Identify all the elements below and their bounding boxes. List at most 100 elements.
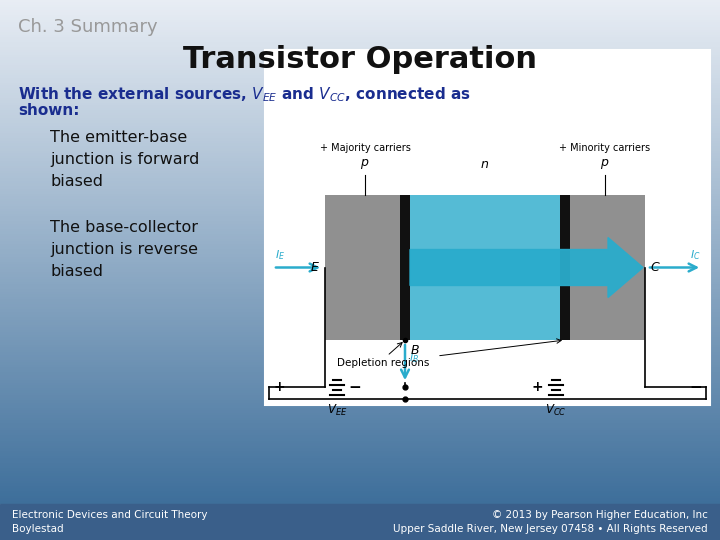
Bar — [0, 478, 720, 481]
Bar — [0, 256, 720, 260]
Bar — [0, 335, 720, 338]
Bar — [0, 342, 720, 345]
Bar — [400, 195, 410, 340]
Bar — [0, 219, 720, 222]
Bar — [0, 90, 720, 93]
Bar — [0, 327, 720, 330]
Bar — [0, 68, 720, 71]
Bar — [0, 131, 720, 133]
Bar — [0, 345, 720, 348]
Bar — [0, 166, 720, 169]
Text: $n$: $n$ — [480, 158, 490, 171]
Bar — [0, 382, 720, 386]
Bar — [0, 441, 720, 443]
Bar — [0, 136, 720, 139]
Bar — [0, 128, 720, 131]
Bar — [0, 309, 720, 313]
Bar — [0, 45, 720, 48]
Bar — [0, 450, 720, 454]
Bar — [0, 357, 720, 360]
Bar — [0, 201, 720, 204]
Bar — [0, 30, 720, 33]
Bar — [0, 224, 720, 227]
Bar — [0, 199, 720, 201]
Text: + Minority carriers: + Minority carriers — [559, 143, 651, 153]
Bar — [0, 83, 720, 86]
Bar — [0, 463, 720, 466]
Bar — [0, 25, 720, 28]
Text: $V_{EE}$: $V_{EE}$ — [327, 403, 347, 418]
Bar — [0, 188, 720, 192]
Bar — [0, 418, 720, 421]
Bar — [0, 373, 720, 375]
Text: junction is forward: junction is forward — [50, 152, 199, 167]
Text: −: − — [690, 380, 703, 395]
Bar — [0, 453, 720, 456]
Bar — [0, 292, 720, 295]
Bar — [0, 116, 720, 118]
Text: E: E — [311, 261, 319, 274]
Bar — [0, 171, 720, 174]
Polygon shape — [410, 238, 643, 298]
Bar — [0, 72, 720, 76]
Bar — [0, 12, 720, 15]
Bar — [0, 284, 720, 287]
Bar — [0, 413, 720, 416]
Text: $p$: $p$ — [600, 157, 610, 171]
Bar — [0, 496, 720, 499]
Bar — [0, 307, 720, 310]
Text: $V_{CC}$: $V_{CC}$ — [545, 403, 566, 418]
Bar — [0, 305, 720, 307]
Bar — [0, 0, 720, 3]
Bar — [0, 488, 720, 491]
Text: $I_C$: $I_C$ — [690, 248, 701, 261]
Bar — [0, 340, 720, 343]
Bar — [0, 375, 720, 378]
Text: The emitter-base: The emitter-base — [50, 130, 187, 145]
Bar — [0, 118, 720, 121]
Text: B: B — [411, 344, 420, 357]
Bar — [0, 161, 720, 164]
Bar — [0, 267, 720, 269]
Bar — [0, 22, 720, 25]
Bar — [0, 471, 720, 474]
Bar — [0, 151, 720, 154]
Bar — [0, 370, 720, 373]
Bar — [0, 297, 720, 300]
Bar — [0, 93, 720, 96]
Text: C: C — [650, 261, 659, 274]
Bar — [0, 393, 720, 396]
Bar — [0, 481, 720, 484]
Bar — [0, 302, 720, 305]
Bar — [565, 195, 645, 340]
Text: −: − — [348, 380, 361, 395]
Bar — [0, 367, 720, 370]
Bar — [0, 178, 720, 181]
Bar — [0, 388, 720, 390]
Bar — [0, 483, 720, 487]
Bar — [0, 282, 720, 285]
Bar — [0, 216, 720, 219]
Bar — [0, 186, 720, 189]
Bar — [0, 468, 720, 471]
Bar — [0, 299, 720, 302]
Bar — [0, 244, 720, 247]
Bar — [0, 494, 720, 496]
Bar — [0, 428, 720, 431]
Bar — [0, 461, 720, 464]
Bar — [0, 320, 720, 322]
Bar — [0, 458, 720, 461]
Bar — [0, 350, 720, 353]
Bar — [0, 237, 720, 239]
Bar — [0, 65, 720, 68]
Bar — [0, 138, 720, 141]
Bar — [0, 148, 720, 151]
Bar — [0, 397, 720, 401]
Bar — [0, 325, 720, 328]
Bar — [0, 60, 720, 63]
Bar — [0, 206, 720, 209]
Text: $I_E$: $I_E$ — [275, 248, 285, 261]
Bar — [0, 287, 720, 290]
Bar — [0, 32, 720, 35]
Bar — [0, 317, 720, 320]
